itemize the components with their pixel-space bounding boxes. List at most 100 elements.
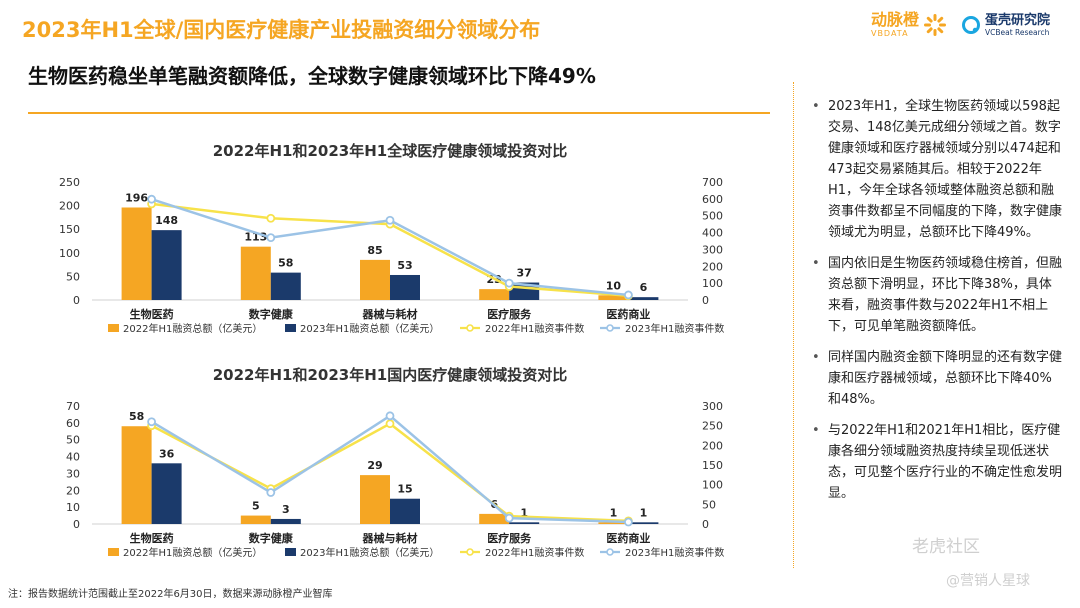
legend-label: 2023年H1融资事件数 <box>625 322 724 335</box>
line-point <box>385 411 395 421</box>
bar-value-label: 196 <box>125 191 148 204</box>
chart-title: 2022年H1和2023年H1国内医疗健康领域投资对比 <box>213 366 567 384</box>
bar-value-label: 10 <box>606 279 622 292</box>
legend-label: 2023年H1融资总额（亿美元） <box>300 546 439 559</box>
column-divider <box>793 82 794 568</box>
legend-marker <box>466 548 474 556</box>
category-label: 医药商业 <box>606 531 650 545</box>
bar-2023h1 <box>628 522 659 524</box>
insight-item: 国内依旧是生物医药领域稳住榜首，但融资总额下滑明显，环比下降38%，具体来看，融… <box>812 253 1064 337</box>
right-axis-tick: 500 <box>702 210 723 223</box>
right-axis-tick: 100 <box>702 277 723 290</box>
legend-swatch <box>108 324 119 332</box>
watermark-laohu: 老虎社区 <box>912 537 980 557</box>
footnote: 注：报告数据统计范围截止至2022年6月30日，数据来源动脉橙产业智库 <box>8 589 333 600</box>
left-axis-tick: 50 <box>66 434 80 447</box>
bar-2022h1 <box>360 259 390 300</box>
left-axis-tick: 60 <box>66 417 80 430</box>
bar-2023h1 <box>509 522 540 524</box>
right-axis-tick: 400 <box>702 227 723 240</box>
insight-item: 2023年H1，全球生物医药领域以598起交易、148亿美元成细分领域之首。数字… <box>812 96 1064 243</box>
left-axis-tick: 0 <box>73 294 80 307</box>
title-underline <box>28 112 770 114</box>
left-axis-tick: 0 <box>73 518 80 531</box>
bar-value-label: 53 <box>397 259 412 272</box>
right-axis-tick: 700 <box>702 176 723 189</box>
legend-label: 2023年H1融资事件数 <box>625 546 724 559</box>
category-label: 数字健康 <box>249 307 294 321</box>
vbdata-logo-sub: VBDATA <box>870 29 909 38</box>
page-subtitle: 生物医药稳坐单笔融资额降低，全球数字健康领域环比下降49% <box>28 64 596 88</box>
insight-item: 与2022年H1和2021年H1相比，医疗健康各细分领域融资热度持续呈现低迷状态… <box>812 420 1064 504</box>
right-axis-tick: 600 <box>702 193 723 206</box>
left-axis-tick: 200 <box>59 200 80 213</box>
line-point <box>624 517 633 527</box>
legend-label: 2022年H1融资总额（亿美元） <box>123 322 262 335</box>
vcbeat-egg-icon <box>961 16 980 34</box>
right-axis-tick: 0 <box>702 518 709 531</box>
line-point <box>385 419 395 429</box>
page-title: 2023年H1全球/国内医疗健康产业投融资细分领域分布 <box>22 18 541 42</box>
line-point <box>266 488 276 497</box>
category-label: 医药商业 <box>606 307 650 321</box>
line-point <box>147 194 157 204</box>
right-axis-tick: 300 <box>702 243 723 256</box>
left-axis-tick: 70 <box>66 400 80 413</box>
bar-2022h1 <box>121 207 152 300</box>
bar-value-label: 15 <box>397 483 412 496</box>
right-axis-tick: 300 <box>702 400 723 413</box>
bar-2023h1 <box>151 463 182 524</box>
bar-2023h1 <box>390 274 420 300</box>
insight-list: 2023年H1，全球生物医药领域以598起交易、148亿美元成细分领域之首。数字… <box>812 96 1064 514</box>
bar-value-label: 37 <box>517 267 532 280</box>
chart-title: 2022年H1和2023年H1全球医疗健康领域投资对比 <box>213 142 567 160</box>
bar-2022h1 <box>598 522 629 524</box>
bar-2022h1 <box>240 515 271 524</box>
right-axis-tick: 200 <box>702 260 723 273</box>
legend-marker <box>466 324 474 332</box>
line-point <box>266 213 276 223</box>
left-axis-tick: 100 <box>59 247 80 260</box>
bar-value-label: 3 <box>282 503 290 516</box>
watermark-yingxiao: @营销人星球 <box>946 573 1030 589</box>
line-point <box>385 215 395 225</box>
bar-2022h1 <box>598 295 629 300</box>
line-point <box>504 513 514 523</box>
left-axis-tick: 250 <box>59 176 80 189</box>
line-point <box>624 290 633 300</box>
category-label: 医疗服务 <box>487 307 532 321</box>
right-axis-tick: 250 <box>702 420 723 433</box>
right-axis-tick: 100 <box>702 479 723 492</box>
bar-2023h1 <box>390 498 420 524</box>
bar-value-label: 1 <box>610 506 618 519</box>
legend-marker <box>606 324 614 332</box>
bar-value-label: 58 <box>278 257 293 270</box>
bar-value-label: 29 <box>367 459 382 472</box>
right-axis-tick: 200 <box>702 439 723 452</box>
vcbeat-logo-name: 蛋壳研究院 <box>984 12 1050 28</box>
category-label: 医疗服务 <box>487 531 532 545</box>
bar-value-label: 6 <box>640 281 648 294</box>
bar-2023h1 <box>270 518 301 524</box>
category-label: 生物医药 <box>130 531 174 545</box>
vcbeat-logo-sub: VCBeat Research <box>984 27 1050 37</box>
bar-value-label: 1 <box>640 506 648 519</box>
legend-swatch <box>108 548 119 556</box>
bar-2022h1 <box>121 426 152 524</box>
brand-logos: 动脉橙 VBDATA 蛋壳研究院 VCBeat Research <box>871 12 1050 38</box>
left-axis-tick: 50 <box>66 270 80 283</box>
right-axis-tick: 150 <box>702 459 723 472</box>
line-point <box>147 417 157 427</box>
line-point <box>504 278 514 288</box>
bar-2023h1 <box>151 230 182 300</box>
bar-value-label: 58 <box>129 410 144 423</box>
vbdata-logo: 动脉橙 VBDATA <box>871 12 947 38</box>
legend-label: 2022年H1融资事件数 <box>485 546 584 559</box>
bar-value-label: 85 <box>367 244 382 257</box>
vcbeat-logo: 蛋壳研究院 VCBeat Research <box>961 14 1050 37</box>
line-point <box>266 233 276 243</box>
legend-swatch <box>285 548 296 556</box>
bar-2022h1 <box>240 246 271 300</box>
bar-2022h1 <box>479 513 510 524</box>
right-axis-tick: 0 <box>702 294 709 307</box>
